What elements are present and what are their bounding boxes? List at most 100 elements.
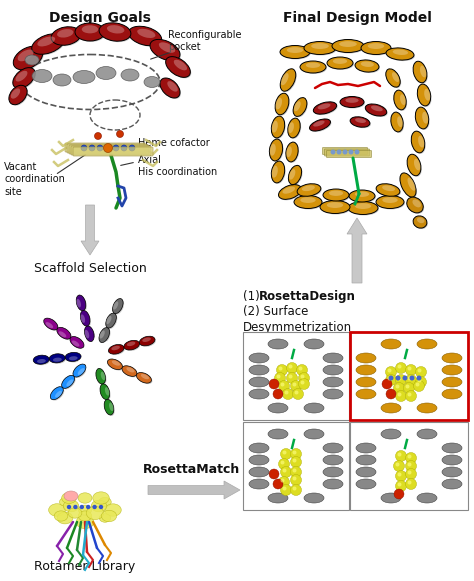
Polygon shape xyxy=(81,205,99,255)
Text: Scaffold Selection: Scaffold Selection xyxy=(34,262,146,275)
Ellipse shape xyxy=(394,90,406,110)
Circle shape xyxy=(398,472,401,476)
Ellipse shape xyxy=(365,104,387,116)
Text: Final Design Model: Final Design Model xyxy=(283,11,431,25)
Circle shape xyxy=(92,505,97,509)
Circle shape xyxy=(408,367,411,371)
Ellipse shape xyxy=(11,88,20,99)
Circle shape xyxy=(405,390,417,401)
Ellipse shape xyxy=(79,494,91,503)
Ellipse shape xyxy=(272,166,278,178)
Ellipse shape xyxy=(313,102,337,114)
Ellipse shape xyxy=(320,200,350,213)
Ellipse shape xyxy=(249,353,269,363)
Circle shape xyxy=(269,469,279,479)
Circle shape xyxy=(405,453,417,464)
Ellipse shape xyxy=(125,342,140,351)
Text: Design Goals: Design Goals xyxy=(49,11,151,25)
Ellipse shape xyxy=(288,122,294,133)
Ellipse shape xyxy=(301,62,327,74)
Ellipse shape xyxy=(165,56,191,77)
Ellipse shape xyxy=(323,455,343,465)
Ellipse shape xyxy=(65,501,77,511)
Ellipse shape xyxy=(383,197,398,203)
Ellipse shape xyxy=(85,330,89,338)
Ellipse shape xyxy=(13,67,35,88)
Circle shape xyxy=(279,458,290,469)
Circle shape xyxy=(117,131,124,138)
Ellipse shape xyxy=(139,336,155,346)
Ellipse shape xyxy=(412,132,426,154)
Ellipse shape xyxy=(100,24,132,42)
Ellipse shape xyxy=(407,197,423,213)
Ellipse shape xyxy=(414,62,428,84)
Ellipse shape xyxy=(366,105,388,117)
Ellipse shape xyxy=(101,385,110,400)
Ellipse shape xyxy=(33,355,49,364)
Circle shape xyxy=(291,381,301,392)
Circle shape xyxy=(67,505,71,509)
Circle shape xyxy=(299,378,310,389)
Ellipse shape xyxy=(81,310,90,326)
Ellipse shape xyxy=(294,99,308,117)
Ellipse shape xyxy=(100,514,110,522)
Circle shape xyxy=(408,393,411,396)
Ellipse shape xyxy=(100,329,110,343)
Ellipse shape xyxy=(73,364,86,377)
Circle shape xyxy=(388,376,392,381)
Ellipse shape xyxy=(416,108,429,130)
Ellipse shape xyxy=(376,195,404,209)
Ellipse shape xyxy=(113,302,118,310)
Ellipse shape xyxy=(327,202,343,208)
Circle shape xyxy=(395,363,407,374)
Ellipse shape xyxy=(137,29,155,38)
Ellipse shape xyxy=(355,203,371,209)
Ellipse shape xyxy=(57,29,73,38)
Ellipse shape xyxy=(128,26,162,46)
Circle shape xyxy=(291,485,301,496)
Bar xyxy=(350,332,468,420)
Ellipse shape xyxy=(417,429,437,439)
Circle shape xyxy=(274,372,285,383)
Ellipse shape xyxy=(442,467,462,477)
Bar xyxy=(350,422,468,510)
Ellipse shape xyxy=(55,390,62,397)
Circle shape xyxy=(416,367,427,378)
Circle shape xyxy=(281,485,292,496)
Ellipse shape xyxy=(273,117,286,139)
Ellipse shape xyxy=(249,455,269,465)
Ellipse shape xyxy=(442,365,462,375)
Ellipse shape xyxy=(105,387,109,396)
Ellipse shape xyxy=(59,514,71,522)
Ellipse shape xyxy=(37,37,55,46)
Circle shape xyxy=(292,450,297,454)
Ellipse shape xyxy=(52,28,82,46)
Ellipse shape xyxy=(269,139,283,161)
Circle shape xyxy=(408,376,411,381)
Ellipse shape xyxy=(249,365,269,375)
Ellipse shape xyxy=(167,81,178,92)
Circle shape xyxy=(385,367,396,378)
Ellipse shape xyxy=(381,429,401,439)
Circle shape xyxy=(283,450,286,454)
Circle shape xyxy=(418,378,421,382)
Circle shape xyxy=(337,149,341,155)
Ellipse shape xyxy=(51,27,81,45)
Ellipse shape xyxy=(376,184,400,196)
Ellipse shape xyxy=(66,379,73,386)
Ellipse shape xyxy=(407,154,421,176)
Circle shape xyxy=(408,471,411,475)
Ellipse shape xyxy=(280,69,296,91)
Ellipse shape xyxy=(137,374,153,384)
Ellipse shape xyxy=(281,46,311,59)
Ellipse shape xyxy=(324,190,350,202)
Circle shape xyxy=(403,382,414,393)
Circle shape xyxy=(81,145,87,151)
Ellipse shape xyxy=(417,403,437,413)
Bar xyxy=(243,422,349,510)
Circle shape xyxy=(289,364,292,368)
Circle shape xyxy=(395,385,400,389)
Circle shape xyxy=(395,375,407,386)
Ellipse shape xyxy=(16,71,27,81)
Ellipse shape xyxy=(151,41,181,62)
